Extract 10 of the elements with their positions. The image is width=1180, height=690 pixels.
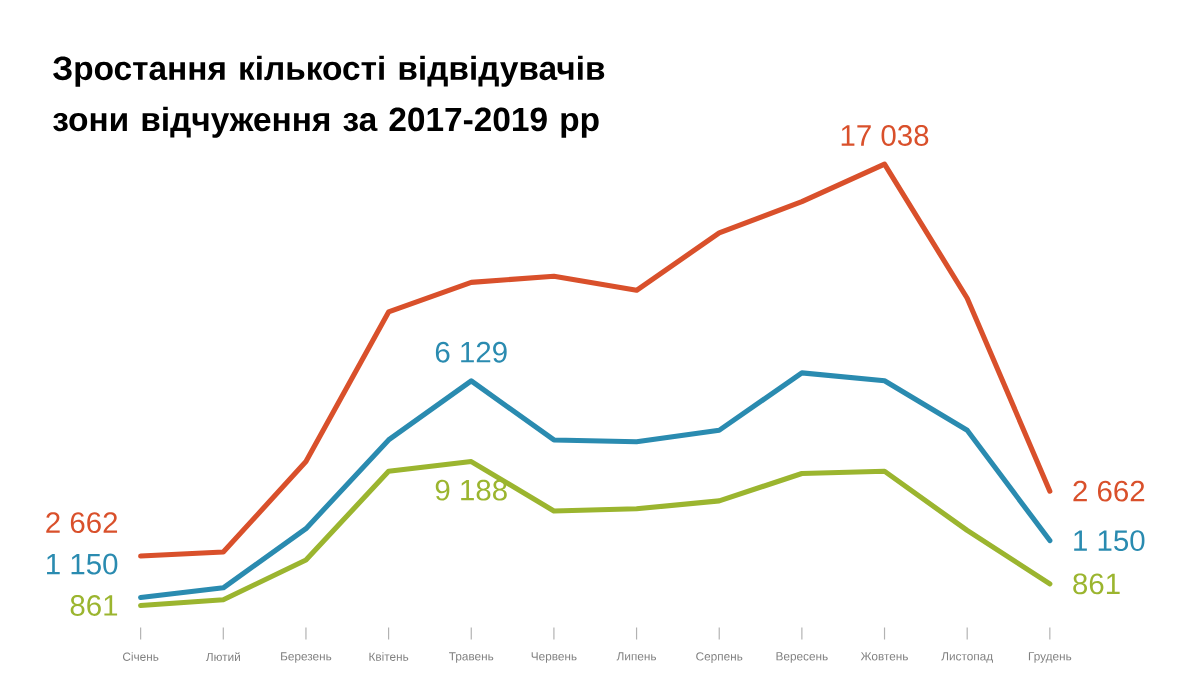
annotation: 861 xyxy=(1073,573,1120,595)
annotation: 861 xyxy=(70,594,118,616)
annotation: 1 150 xyxy=(1074,530,1145,551)
annotation: 6 129 xyxy=(435,341,507,363)
annotation: 9 188 xyxy=(435,479,507,501)
annotation: 1 150 xyxy=(47,553,118,575)
annotation: 17 038 xyxy=(841,124,929,146)
annotation: 2 662 xyxy=(1073,480,1145,502)
annotation: 2 662 xyxy=(46,512,118,533)
chart-title: Зростання кількості відвідувачів зони відчуження за 2017-2019 рр xyxy=(53,55,605,138)
